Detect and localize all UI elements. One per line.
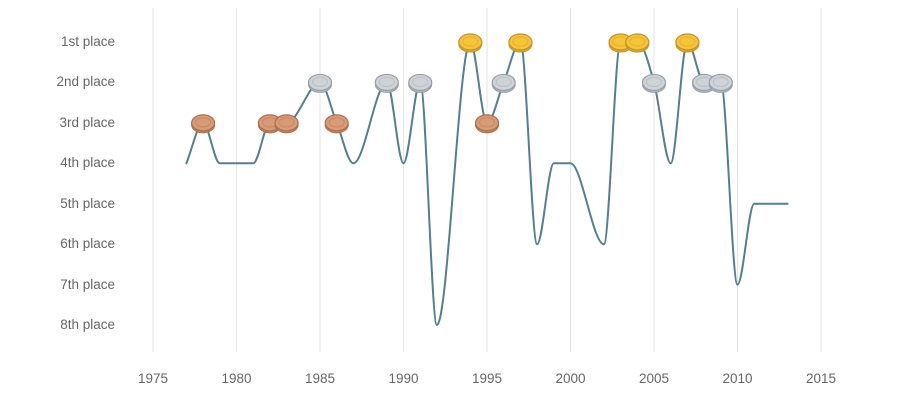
x-axis-label: 1980 xyxy=(221,371,252,386)
y-axis-label: 1st place xyxy=(60,34,115,49)
silver-medal-icon[interactable] xyxy=(708,73,733,93)
y-axis-label: 8th place xyxy=(60,317,115,332)
y-axis-label: 4th place xyxy=(60,155,115,171)
silver-medal-icon[interactable] xyxy=(641,73,667,93)
gold-medal-icon[interactable] xyxy=(675,33,700,53)
silver-medal-icon[interactable] xyxy=(307,73,333,93)
bronze-medal-icon[interactable] xyxy=(324,114,349,134)
x-axis-label: 1985 xyxy=(304,371,336,386)
silver-medal-icon[interactable] xyxy=(408,73,433,93)
y-axis-label: 3rd place xyxy=(59,114,115,130)
x-axis-label: 2005 xyxy=(638,371,670,386)
x-axis-label: 1975 xyxy=(137,371,169,386)
bronze-medal-icon[interactable] xyxy=(274,114,299,134)
gold-medal-icon[interactable] xyxy=(508,33,533,53)
y-axis-label: 2nd place xyxy=(56,74,115,90)
x-axis-label: 1990 xyxy=(388,371,419,386)
y-axis-label: 6th place xyxy=(60,236,115,252)
bronze-medal-icon[interactable] xyxy=(474,114,500,134)
silver-medal-icon[interactable] xyxy=(491,73,516,93)
y-axis-label: 5th place xyxy=(60,195,115,211)
silver-medal-icon[interactable] xyxy=(374,73,399,93)
y-axis-label: 7th place xyxy=(60,276,115,292)
gold-medal-icon[interactable] xyxy=(458,33,483,53)
x-axis-label: 2010 xyxy=(722,371,753,386)
x-axis-label: 1995 xyxy=(471,371,503,386)
x-axis-label: 2015 xyxy=(805,371,837,386)
gold-medal-icon[interactable] xyxy=(625,33,650,53)
x-axis-label: 2000 xyxy=(555,371,586,386)
bronze-medal-icon[interactable] xyxy=(191,114,216,134)
